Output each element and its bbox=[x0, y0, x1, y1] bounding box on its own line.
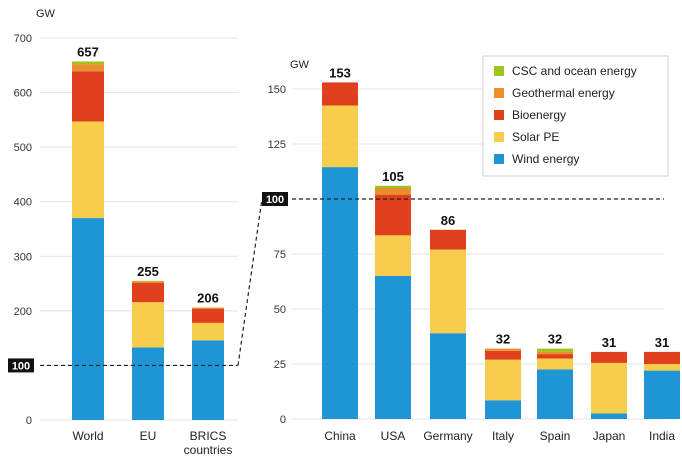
y-tick-label: 400 bbox=[14, 197, 32, 209]
y-tick-label: 600 bbox=[14, 88, 32, 100]
bar-segment bbox=[375, 235, 411, 276]
bar-segment bbox=[132, 280, 164, 282]
bar-total-label: 206 bbox=[197, 291, 219, 306]
bar-segment bbox=[537, 354, 573, 359]
bar-segment bbox=[322, 105, 358, 168]
y-tick-label: 0 bbox=[280, 414, 286, 426]
bar-segment bbox=[591, 413, 627, 419]
bar-segment bbox=[537, 351, 573, 355]
legend-swatch bbox=[494, 154, 504, 164]
bar-segment bbox=[72, 121, 104, 219]
reference-connector-line bbox=[237, 198, 263, 366]
bar-segment bbox=[485, 350, 521, 360]
bar-segment bbox=[485, 348, 521, 351]
y-axis-label: GW bbox=[290, 59, 310, 71]
x-category-label: EU bbox=[140, 429, 157, 443]
y-tick-label: 300 bbox=[14, 251, 32, 263]
legend-label: CSC and ocean energy bbox=[512, 64, 637, 78]
bar-segment bbox=[132, 281, 164, 284]
bar-segment bbox=[72, 61, 104, 65]
bar-total-label: 31 bbox=[602, 335, 616, 350]
y-tick-label: 150 bbox=[268, 84, 286, 96]
bar-segment bbox=[485, 359, 521, 401]
legend-label: Geothermal energy bbox=[512, 86, 615, 100]
y-tick-label: 700 bbox=[14, 33, 32, 45]
y-tick-label: 75 bbox=[274, 249, 286, 261]
bar-segment bbox=[591, 362, 627, 414]
x-category-label: China bbox=[324, 429, 356, 443]
reference-label: 100 bbox=[266, 194, 284, 206]
bar-total-label: 657 bbox=[77, 44, 99, 59]
y-tick-label: 125 bbox=[268, 139, 286, 151]
bar-segment bbox=[537, 369, 573, 419]
y-tick-label: 50 bbox=[274, 304, 286, 316]
bar-total-label: 255 bbox=[137, 264, 159, 279]
bar-segment bbox=[192, 340, 224, 420]
bar-total-label: 153 bbox=[329, 65, 351, 80]
bar-segment bbox=[132, 302, 164, 348]
y-tick-label: 200 bbox=[14, 306, 32, 318]
bar-segment bbox=[192, 322, 224, 341]
reference-label-box bbox=[262, 192, 288, 206]
bar-segment bbox=[644, 364, 680, 371]
x-category-label: USA bbox=[381, 429, 406, 443]
legend-box bbox=[482, 55, 669, 177]
bar-segment bbox=[430, 333, 466, 419]
legend-label: Wind energy bbox=[512, 152, 579, 166]
bar-segment bbox=[375, 276, 411, 419]
bar-segment bbox=[644, 351, 680, 364]
x-category-label: Spain bbox=[540, 429, 571, 443]
bar-segment bbox=[132, 347, 164, 420]
chart-panel-2: 0 25 50 75 125 150 GW 153 China 105 USA 86 Germany 32… bbox=[262, 59, 680, 443]
bar-segment bbox=[72, 64, 104, 72]
legend-label: Bioenergy bbox=[512, 108, 566, 122]
bar-total-label: 31 bbox=[655, 335, 669, 350]
bar-segment bbox=[430, 249, 466, 334]
legend-swatch bbox=[494, 132, 504, 142]
legend: CSC and ocean energy Geothermal energy Bio… bbox=[482, 55, 669, 177]
bar-total-label: 105 bbox=[382, 169, 404, 184]
x-category-label: countries bbox=[184, 443, 233, 457]
bar-segment bbox=[375, 185, 411, 188]
bar-segment bbox=[132, 283, 164, 303]
reference-label-box bbox=[8, 358, 34, 373]
legend-swatch bbox=[494, 88, 504, 98]
bar-segment bbox=[375, 188, 411, 195]
bar-total-label: 86 bbox=[441, 213, 455, 228]
bar-segment bbox=[322, 167, 358, 419]
legend-swatch bbox=[494, 110, 504, 120]
x-category-label: Germany bbox=[423, 429, 472, 443]
bar-total-label: 32 bbox=[496, 332, 510, 347]
bar-segment bbox=[375, 194, 411, 236]
y-tick-label: 500 bbox=[14, 142, 32, 154]
x-category-label: Italy bbox=[492, 429, 514, 443]
bar-segment bbox=[192, 308, 224, 323]
bar-segment bbox=[537, 348, 573, 352]
x-category-label: India bbox=[649, 429, 675, 443]
chart-panel-1: 0 200 300 400 500 600 700 GW 657 World 255 EU 206 BRI… bbox=[8, 8, 238, 457]
bar-segment bbox=[485, 400, 521, 419]
x-category-label: Japan bbox=[593, 429, 626, 443]
legend-label: Solar PE bbox=[512, 130, 559, 144]
bar-segment bbox=[72, 71, 104, 122]
y-tick-label: 25 bbox=[274, 359, 286, 371]
bar-total-label: 32 bbox=[548, 332, 562, 347]
bar-segment bbox=[537, 358, 573, 370]
y-axis-label: GW bbox=[36, 8, 56, 20]
bar-segment bbox=[192, 307, 224, 309]
x-category-label: BRICS bbox=[190, 429, 227, 443]
x-category-label: World bbox=[72, 429, 103, 443]
bar-segment bbox=[644, 370, 680, 419]
legend-swatch bbox=[494, 66, 504, 76]
reference-label: 100 bbox=[12, 360, 30, 372]
y-tick-label: 0 bbox=[26, 415, 32, 427]
bar-segment bbox=[322, 82, 358, 106]
bar-segment bbox=[430, 229, 466, 250]
bar-segment bbox=[72, 218, 104, 420]
bar-segment bbox=[591, 351, 627, 363]
